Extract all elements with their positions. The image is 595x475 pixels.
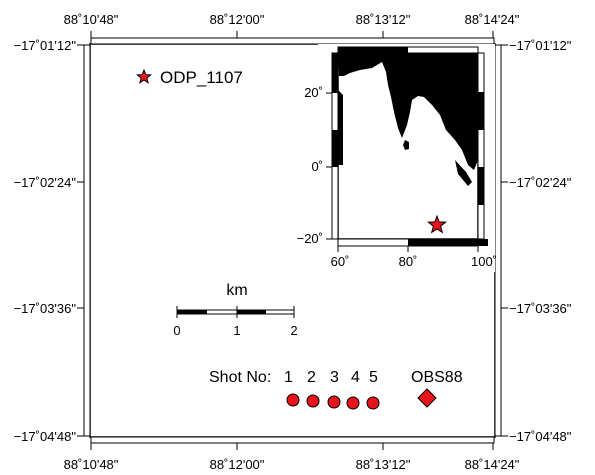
inset-lon-tick-3: 100˚ xyxy=(471,254,497,269)
obs-diamond-icon xyxy=(417,388,437,408)
lon-tick-bottom-1: 88˚10'48" xyxy=(64,457,119,472)
lat-tick-right-1: −17˚01'12" xyxy=(509,38,572,53)
inset-lat-tick-1: 20˚ xyxy=(304,85,323,100)
lat-tick-left-3: −17˚03'36" xyxy=(14,301,77,316)
shot-number-1: 1 xyxy=(284,369,293,386)
lon-tick-bottom-4: 88˚14'24" xyxy=(465,457,520,472)
inset-lat-tick-3: −20˚ xyxy=(297,231,323,246)
shot-marker-2 xyxy=(306,394,320,408)
shot-marker-1 xyxy=(286,393,300,407)
shot-marker-3 xyxy=(327,395,341,409)
scale-tick-1: 1 xyxy=(233,323,240,338)
outer-frame xyxy=(77,31,508,450)
scale-bar-unit: km xyxy=(226,282,247,299)
lat-tick-right-2: −17˚02'24" xyxy=(509,175,572,190)
lon-tick-top-3: 88˚13'12" xyxy=(356,12,411,27)
lon-tick-top-4: 88˚14'24" xyxy=(465,12,520,27)
shot-number-4: 4 xyxy=(351,369,360,386)
lon-tick-top-2: 88˚12'00" xyxy=(210,12,265,27)
scale-tick-2: 2 xyxy=(290,323,297,338)
obs-label: OBS88 xyxy=(411,369,463,386)
inset-map xyxy=(318,44,495,272)
scale-tick-0: 0 xyxy=(173,323,180,338)
lat-tick-left-2: −17˚02'24" xyxy=(14,175,77,190)
lat-tick-right-3: −17˚03'36" xyxy=(509,301,572,316)
lat-tick-left-4: −17˚04'48" xyxy=(14,429,77,444)
lon-tick-bottom-3: 88˚13'12" xyxy=(356,457,411,472)
shot-marker-4 xyxy=(346,396,360,410)
inset-lat-tick-2: 0˚ xyxy=(311,159,323,174)
lon-tick-top-1: 88˚10'48" xyxy=(64,12,119,27)
shot-number-3: 3 xyxy=(330,369,339,386)
shot-number-5: 5 xyxy=(369,369,378,386)
inset-site-star-icon xyxy=(427,214,447,234)
lon-tick-bottom-2: 88˚12'00" xyxy=(210,457,265,472)
inset-lon-tick-2: 80˚ xyxy=(399,254,418,269)
inset-lon-tick-1: 60˚ xyxy=(331,254,350,269)
lat-tick-right-4: −17˚04'48" xyxy=(509,429,572,444)
odp-site-label: ODP_1107 xyxy=(160,68,243,87)
shot-marker-5 xyxy=(366,396,380,410)
odp-site-star-icon xyxy=(135,68,153,84)
scale-bar: km 0 1 2 xyxy=(173,282,297,338)
shot-number-2: 2 xyxy=(307,369,316,386)
lat-tick-left-1: −17˚01'12" xyxy=(14,38,77,53)
shot-number-prefix: Shot No: xyxy=(209,369,271,386)
